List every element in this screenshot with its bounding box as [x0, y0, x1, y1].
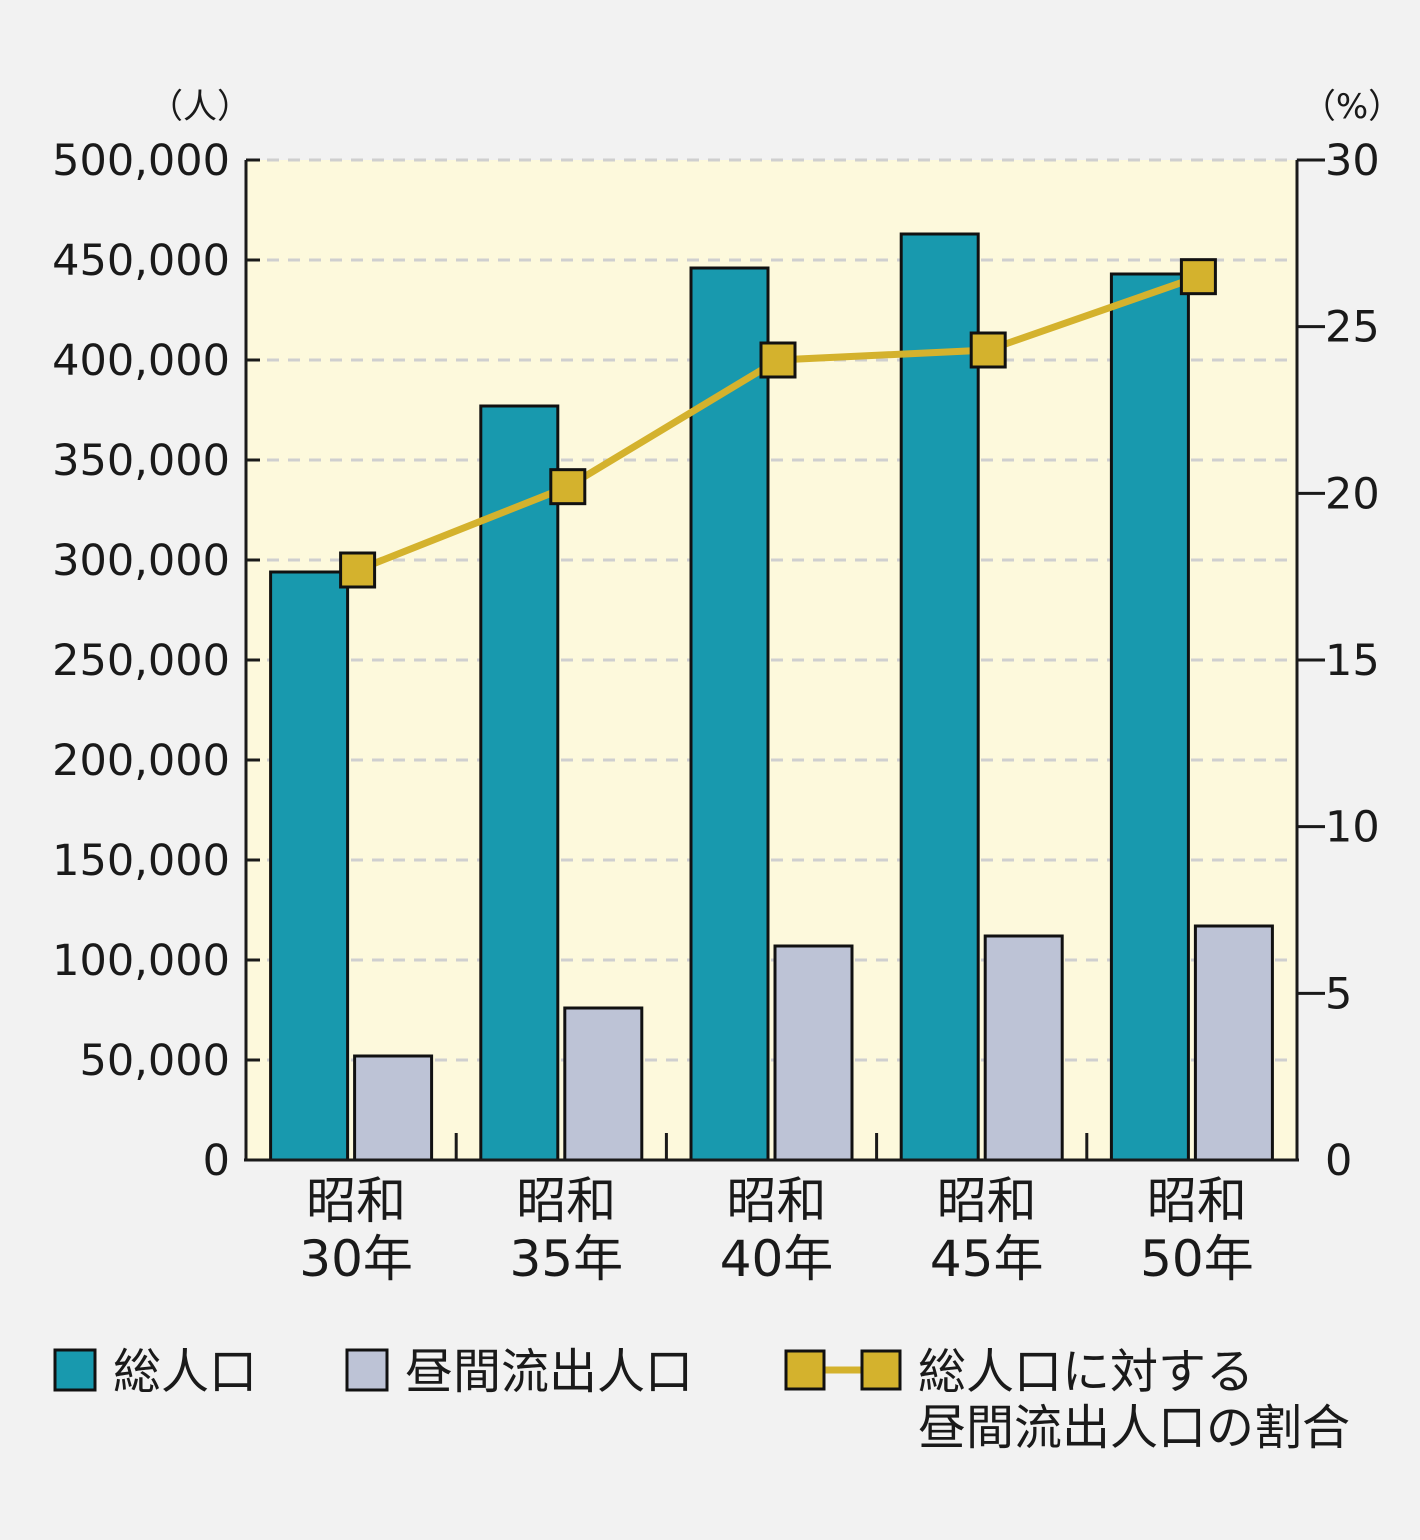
category-label: 昭和 [516, 1172, 616, 1230]
right-tick-label: 5 [1325, 969, 1352, 1019]
bar-daytime-outflow-3 [983, 934, 1064, 1162]
right-tick-label: 25 [1325, 303, 1380, 353]
left-axis-unit: （人） [149, 87, 251, 127]
legend-label-ratio-line-0: 総人口に対する [918, 1344, 1254, 1400]
category-label: 昭和 [306, 1172, 406, 1230]
bar-daytime-outflow-2 [773, 944, 854, 1162]
category-label: 50年 [1140, 1230, 1254, 1288]
left-tick-label: 50,000 [80, 1036, 230, 1086]
ratio-point-2 [759, 341, 797, 379]
left-tick-label: 450,000 [52, 236, 230, 286]
category-label: 昭和 [727, 1172, 827, 1230]
bar-total-population-3 [899, 232, 980, 1162]
category-label: 昭和 [1147, 1172, 1247, 1230]
bar-total-population-4 [1109, 272, 1190, 1162]
legend-label-total-population: 総人口 [113, 1344, 257, 1400]
ratio-point-0 [339, 551, 377, 589]
legend-swatch-daytime-outflow [345, 1348, 389, 1392]
left-tick-label: 300,000 [52, 536, 230, 586]
legend-marker-ratio-right [860, 1349, 902, 1391]
right-tick-label: 10 [1325, 803, 1380, 853]
right-tick-label: 30 [1325, 136, 1380, 186]
legend-swatch-total-population [53, 1348, 97, 1392]
left-tick-label: 400,000 [52, 336, 230, 386]
left-tick-label: 250,000 [52, 636, 230, 686]
axes: 0 50,000 100,000 150,000 200,000 250,000 300,0… [52, 87, 1402, 1288]
legend-label-ratio-line-1: 昼間流出人口の割合 [918, 1400, 1350, 1456]
right-tick-label: 15 [1325, 636, 1380, 686]
left-tick-label: 500,000 [52, 136, 230, 186]
category-label: 40年 [720, 1230, 834, 1288]
left-tick-label: 100,000 [52, 936, 230, 986]
bar-daytime-outflow-1 [563, 1006, 644, 1162]
left-tick-label: 150,000 [52, 836, 230, 886]
legend-label-daytime-outflow: 昼間流出人口 [405, 1344, 693, 1400]
right-tick-label: 0 [1325, 1136, 1352, 1186]
legend-marker-ratio-left [784, 1349, 826, 1391]
ratio-point-1 [549, 468, 587, 506]
left-tick-label: 350,000 [52, 436, 230, 486]
right-axis-unit: （%） [1302, 87, 1402, 127]
left-tick-label: 200,000 [52, 736, 230, 786]
bar-total-population-2 [689, 266, 770, 1162]
category-label: 35年 [509, 1230, 623, 1288]
right-tick-label: 20 [1325, 469, 1380, 519]
bar-daytime-outflow-4 [1193, 924, 1274, 1162]
ratio-point-3 [969, 331, 1007, 369]
category-label: 昭和 [937, 1172, 1037, 1230]
bar-total-population-0 [269, 570, 350, 1162]
bar-daytime-outflow-0 [353, 1054, 434, 1162]
category-label: 30年 [299, 1230, 413, 1288]
plot-area [246, 158, 1297, 1162]
left-tick-label: 0 [203, 1136, 230, 1186]
ratio-point-4 [1179, 258, 1217, 296]
category-label: 45年 [930, 1230, 1044, 1288]
